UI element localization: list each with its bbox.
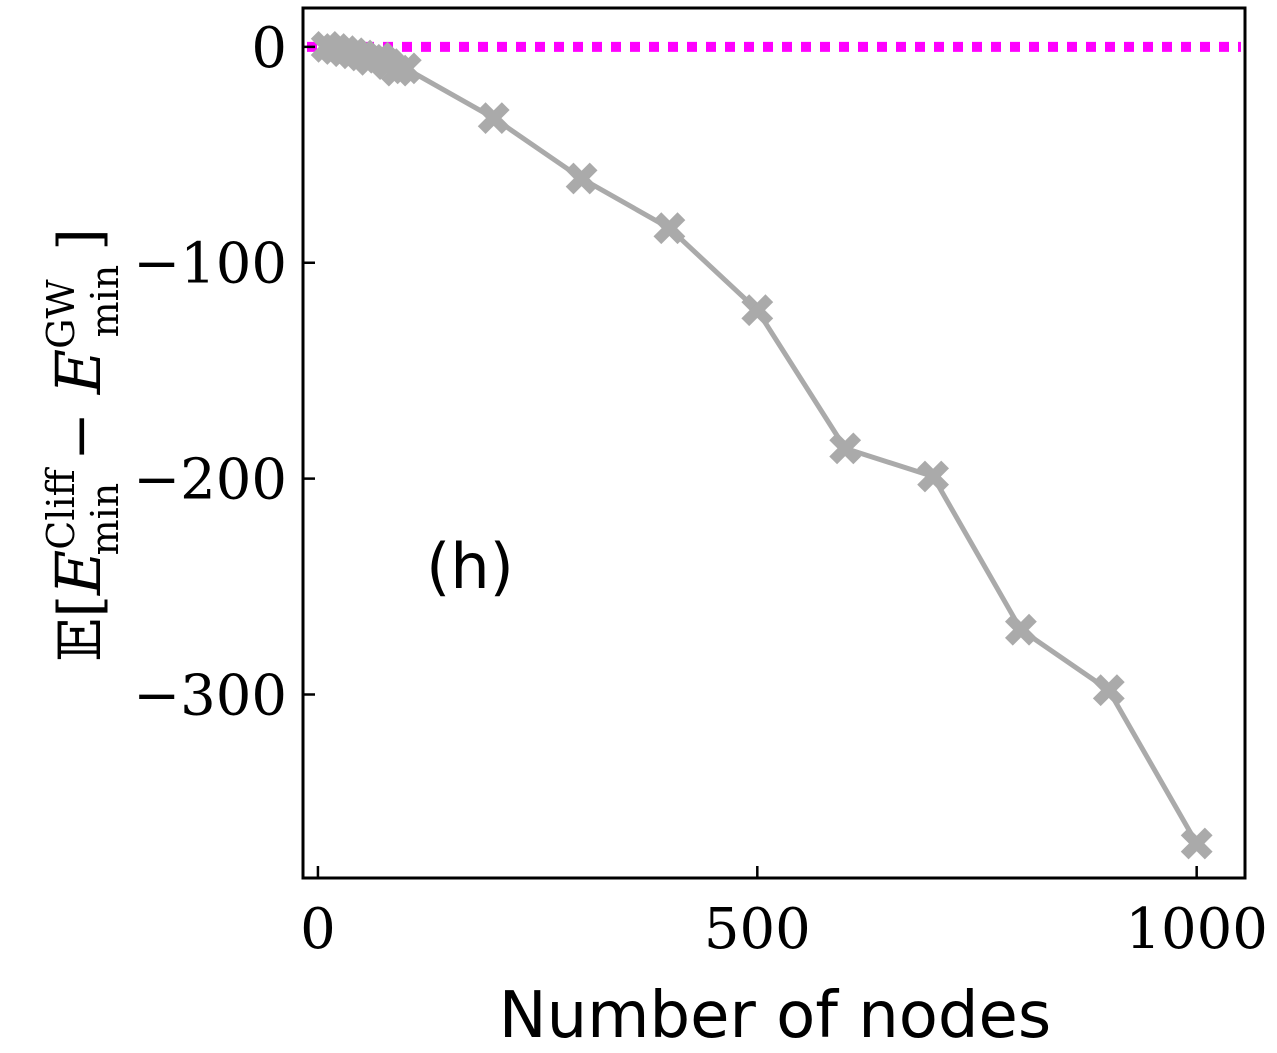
panel-label: (h) xyxy=(426,530,514,603)
x-tick-label: 0 xyxy=(300,897,336,962)
y-tick-label: −200 xyxy=(133,448,287,513)
axes-frame xyxy=(301,6,1247,880)
data-point xyxy=(1092,674,1125,707)
data-point xyxy=(917,460,950,493)
x-axis-label: Number of nodes xyxy=(499,979,1052,1053)
data-point xyxy=(389,52,422,85)
axes: 0 500 1000 0 −100 −200 −300 xyxy=(133,6,1268,962)
plot-area xyxy=(307,30,1241,860)
data-point xyxy=(741,294,774,327)
series-line xyxy=(326,44,1199,845)
x-tick-label: 1000 xyxy=(1125,897,1268,962)
data-point xyxy=(653,212,686,245)
data-point xyxy=(565,162,598,195)
y-axis-label: 𝔼[ECliffmin−EGWmin] xyxy=(39,228,127,662)
y-tick-label: 0 xyxy=(251,16,287,81)
data-point xyxy=(1004,613,1037,646)
data-point xyxy=(1180,827,1213,860)
y-tick-label: −100 xyxy=(133,232,287,297)
data-point xyxy=(477,102,510,135)
x-tick-label: 500 xyxy=(704,897,811,962)
y-tick-label: −300 xyxy=(133,664,287,729)
data-point xyxy=(829,432,862,465)
